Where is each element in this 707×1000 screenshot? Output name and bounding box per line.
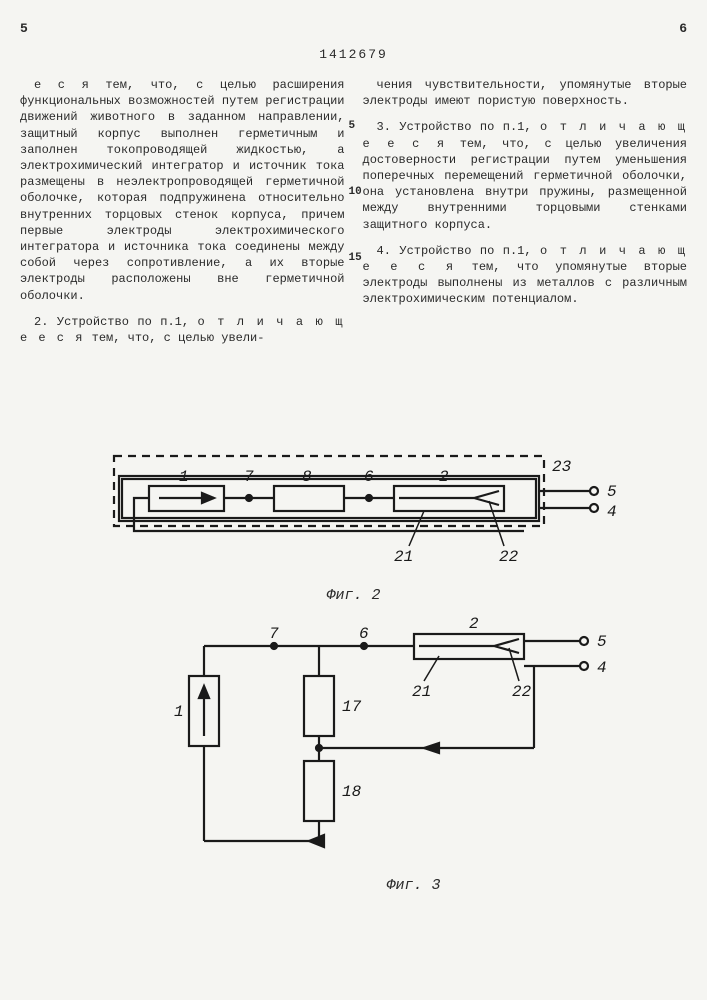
document-number: 1412679 [20,46,687,64]
line-mark-5: 5 [349,119,356,134]
claim1-text: е с я тем, что, с целью расширения функц… [20,78,345,302]
svg-text:5: 5 [597,633,607,651]
svg-text:2: 2 [469,615,479,633]
claim4-prefix: 4. Устройство по п.1, [377,244,541,258]
svg-text:21: 21 [394,548,413,566]
svg-text:23: 23 [552,458,572,476]
col-right-number: 6 [679,20,687,38]
svg-text:8: 8 [302,468,312,486]
svg-text:2: 2 [439,468,449,486]
claim2-cont: чения чувствительности, упомянутые вторы… [363,78,688,108]
svg-text:4: 4 [607,503,617,521]
line-mark-10: 10 [349,185,362,200]
right-column: 5 10 15 чения чувствительности, упомянут… [363,77,688,356]
figure-2: 1 7 8 6 2 23 5 4 21 22 [74,436,634,586]
svg-text:18: 18 [342,783,362,801]
figure-3-label: Фиг. 3 [140,876,687,896]
svg-text:7: 7 [244,468,254,486]
claim3-prefix: 3. Устройство по п.1, [377,120,541,134]
col-left-number: 5 [20,20,28,38]
figure-2-label: Фиг. 2 [20,586,687,606]
svg-text:4: 4 [597,659,607,677]
svg-text:6: 6 [359,625,369,643]
svg-text:7: 7 [269,625,279,643]
claim2-tail: тем, что, с целью увели- [84,331,264,345]
svg-text:22: 22 [499,548,519,566]
figure-3: 7 6 2 1 17 18 5 4 21 22 [74,606,634,876]
svg-text:5: 5 [607,483,617,501]
svg-text:1: 1 [174,703,184,721]
svg-text:21: 21 [412,683,431,701]
svg-text:22: 22 [512,683,532,701]
left-column: е с я тем, что, с целью расширения функц… [20,77,345,356]
svg-text:1: 1 [179,468,189,486]
svg-text:17: 17 [342,698,362,716]
text-columns: е с я тем, что, с целью расширения функц… [20,77,687,356]
svg-text:6: 6 [364,468,374,486]
line-mark-15: 15 [349,251,362,266]
claim2-prefix: 2. Устройство по п.1, [34,315,198,329]
